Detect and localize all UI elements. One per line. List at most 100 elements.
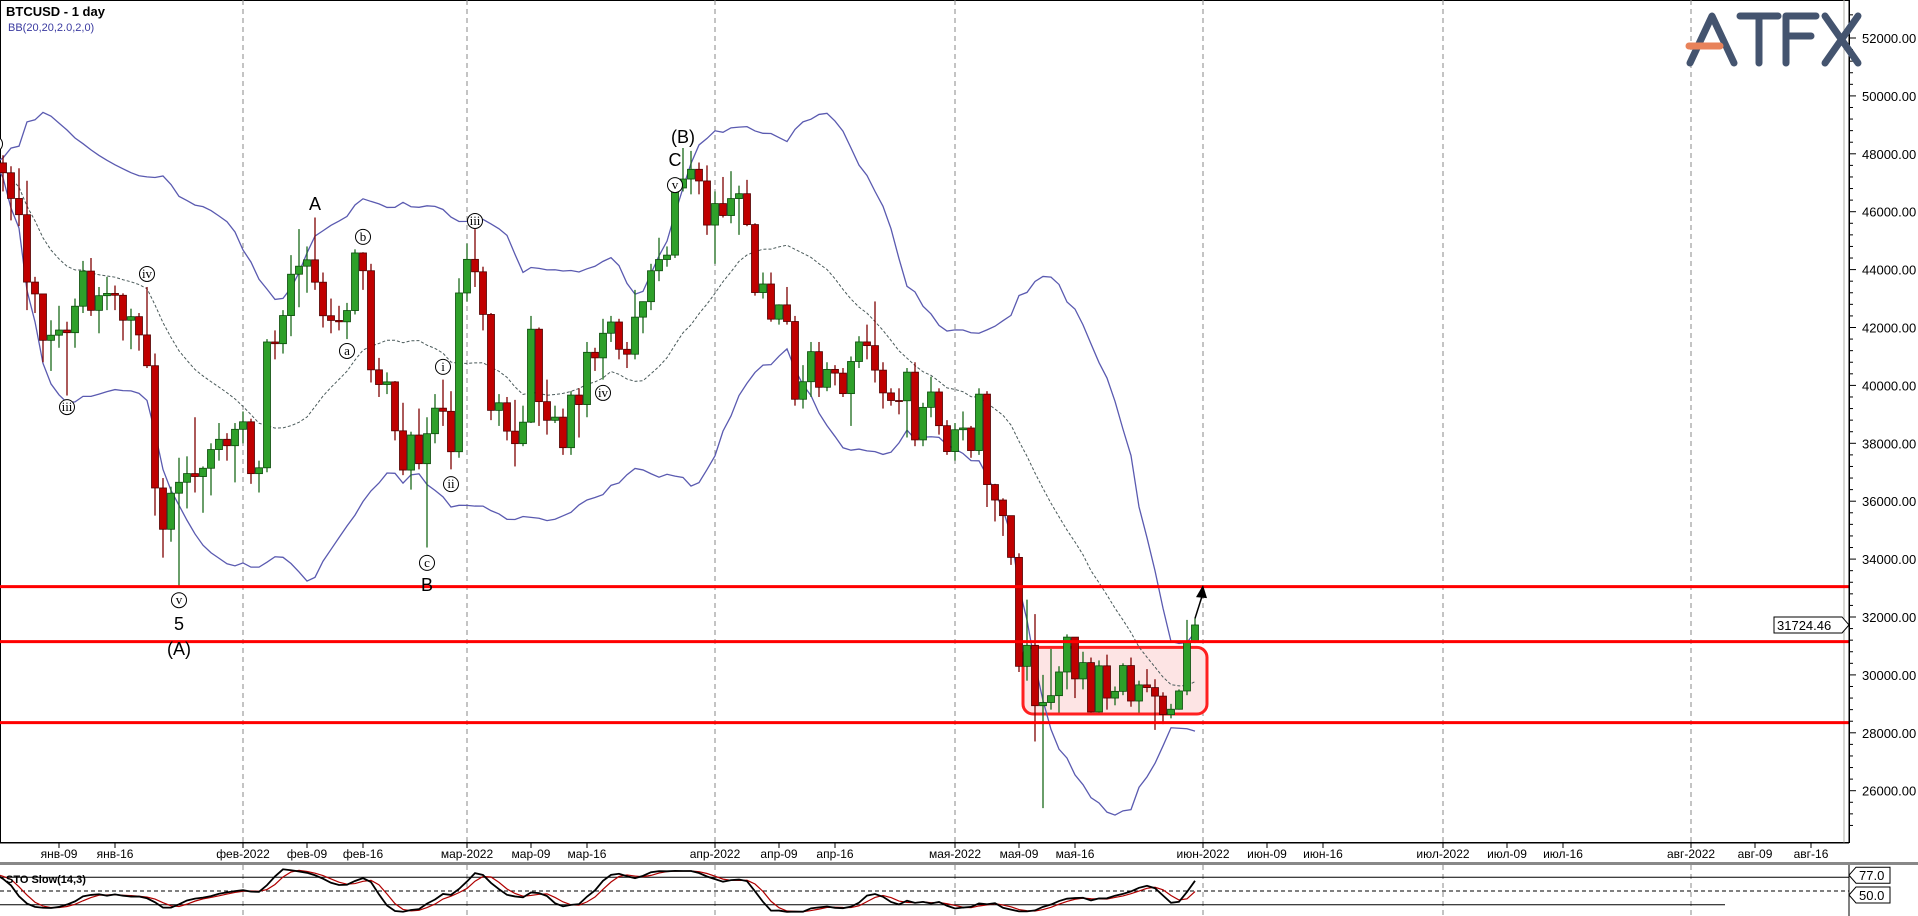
candle-down [943,425,951,452]
wave-label: iii [62,399,73,414]
candle-down [335,320,343,323]
x-tick-label: июл-16 [1543,847,1583,861]
wave-label: iii [470,213,481,228]
x-tick-label: мар-16 [568,847,607,861]
candle-up [295,265,303,275]
candle-up [263,341,271,469]
wave-label-circle [443,476,459,493]
candle-down [487,314,495,411]
candle-down [743,193,751,225]
candle-down [991,484,999,501]
candle-down [863,341,871,347]
stoch-k-value-box [1848,866,1891,884]
stoch-level-value-box [1848,886,1891,904]
candle-up [127,316,135,321]
candle-down [39,293,47,341]
candle-down [415,434,423,465]
candle-up [455,292,463,453]
x-tick-label: авг-16 [1794,847,1829,861]
x-tick-label: июн-2022 [1176,847,1229,861]
price-axis[interactable]: 26000.00 28000.00 30000.00 32000.00 34000.00… [1773,0,1916,843]
candle-up [639,301,647,318]
middle-band [0,165,1196,687]
wave-label: A [309,194,321,214]
candle-up [79,270,87,307]
candle-up [1039,702,1047,707]
bb-indicator-label: BB(20,20,2.0,2,0) [8,22,94,34]
candle-down [999,499,1007,517]
candle-down [391,381,399,432]
candle-down [575,394,583,405]
x-tick-label: июл-09 [1487,847,1527,861]
candle-down [967,427,975,451]
candle-down [511,430,519,445]
candle-down [1159,695,1167,716]
candle-down [559,416,567,449]
candle-up [775,304,783,320]
candle-up [551,416,559,421]
candle-down [359,252,367,272]
candle-down [479,271,487,315]
x-tick-label: янв-09 [41,847,78,861]
candle-up [799,381,807,400]
wave-label: i [441,359,445,374]
wave-label: v [176,592,183,607]
candle-down [367,270,375,371]
x-tick-label: фев-16 [343,847,384,861]
candle-up [431,407,439,435]
candle-up [279,315,287,345]
wave-label: B [421,575,433,595]
x-tick-label: апр-2022 [690,847,741,861]
candle-up [1063,636,1071,673]
candle-up [599,332,607,359]
wave-label: c [424,555,430,570]
y-tick-label: 32000.00 [1862,610,1916,625]
candle-down [319,281,327,317]
candle-up [1167,708,1175,716]
candle-down [887,392,895,401]
atfx-logo [1685,12,1862,67]
candle-up [343,310,351,323]
candle-up [519,421,527,445]
time-axis[interactable]: янв-09 янв-16 фев-2022 фев-09 фев-16 мар-2022… [0,842,1918,865]
candles [0,148,1199,809]
candle-down [591,351,599,359]
candle-down [1071,636,1079,680]
candle-up [351,252,359,311]
wave-label-circle [171,592,187,609]
candle-up [215,438,223,450]
wave-label-circle [355,228,371,245]
candle-up [1095,665,1103,713]
candle-down [375,369,383,385]
candle-down [895,400,903,402]
candle-up [687,168,695,180]
y-tick-label: 44000.00 [1862,263,1916,278]
candle-up [407,434,415,471]
candle-down [767,283,775,320]
candle-down [503,402,511,432]
wave-label: iv [598,385,609,400]
stoch-k-value-label: 77.0 [1859,868,1884,883]
y-tick-label: 28000.00 [1862,726,1916,741]
last-price-label: 31724.46 [1777,618,1831,633]
candle-down [63,329,71,334]
candle-down [151,365,159,489]
wave-label: b [360,229,367,244]
candle-up [759,283,767,293]
horizontal-levels [0,585,1849,725]
candle-up [959,427,967,431]
wave-label: v [672,177,679,192]
candle-up [671,187,679,256]
candle-down [271,341,279,345]
candle-down [191,473,199,477]
candle-up [919,406,927,441]
wave-label: C [669,150,682,170]
candle-down [87,270,95,311]
candle-up [807,351,815,383]
candle-up [103,293,111,297]
candle-down [839,372,847,395]
panel-separator [0,862,1918,865]
candle-down [23,214,31,283]
candle-down [0,162,7,174]
